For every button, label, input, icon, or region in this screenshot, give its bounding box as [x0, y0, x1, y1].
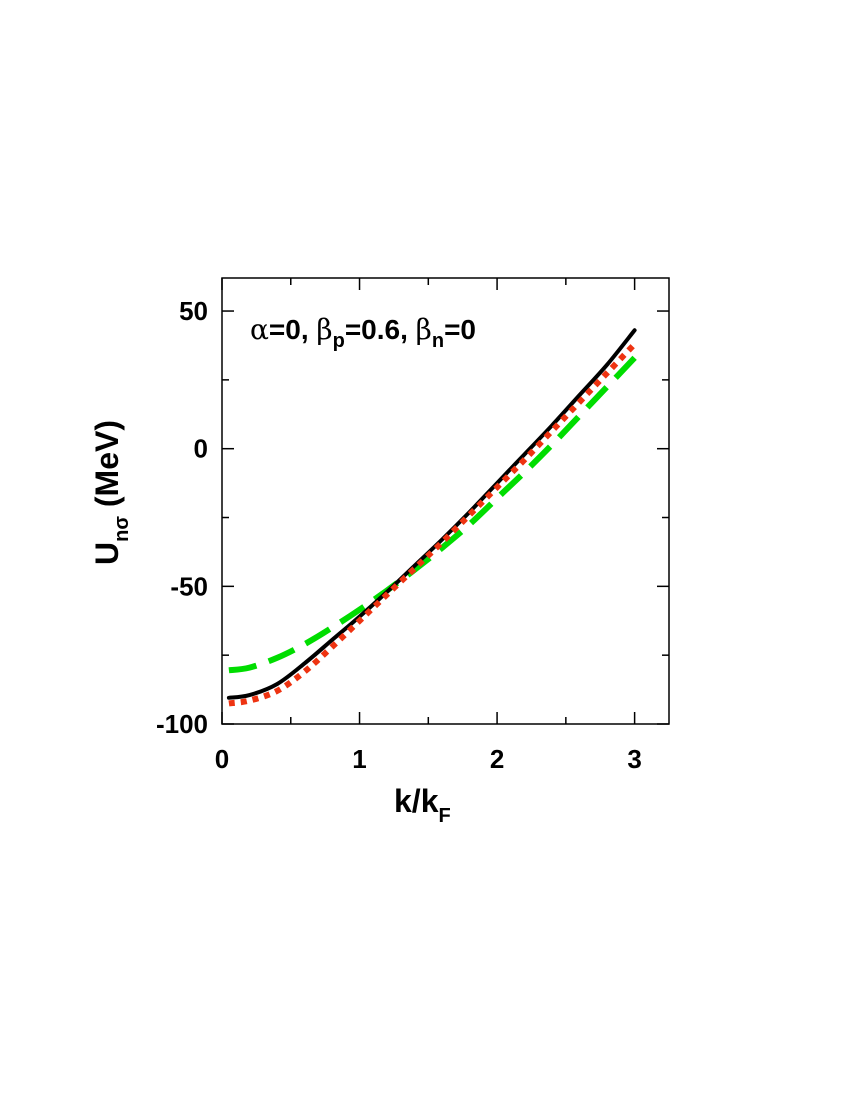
curves — [226, 328, 637, 707]
y-tick-label: -50 — [170, 571, 208, 601]
annotation: α=0, βp=0.6, βn=0 — [250, 313, 476, 352]
series-line-dashed — [228, 355, 637, 674]
series-line-dotted — [228, 342, 637, 707]
series-line-solid — [226, 328, 637, 700]
ticks — [221, 278, 669, 725]
y-tick-label: 0 — [194, 434, 208, 464]
x-tick-label: 1 — [352, 744, 366, 774]
x-tick-label: 0 — [215, 744, 229, 774]
y-tick-label: 50 — [179, 296, 208, 326]
x-tick-label: 3 — [627, 744, 641, 774]
x-axis-title: k/kF — [394, 783, 451, 827]
y-tick-label: -100 — [156, 709, 208, 739]
y-axis-title: Unσ (MeV) — [89, 420, 133, 565]
tick-labels: 0 1 2 3 -100 -50 0 50 — [156, 296, 642, 774]
x-tick-label: 2 — [490, 744, 504, 774]
plot-frame — [221, 277, 670, 725]
